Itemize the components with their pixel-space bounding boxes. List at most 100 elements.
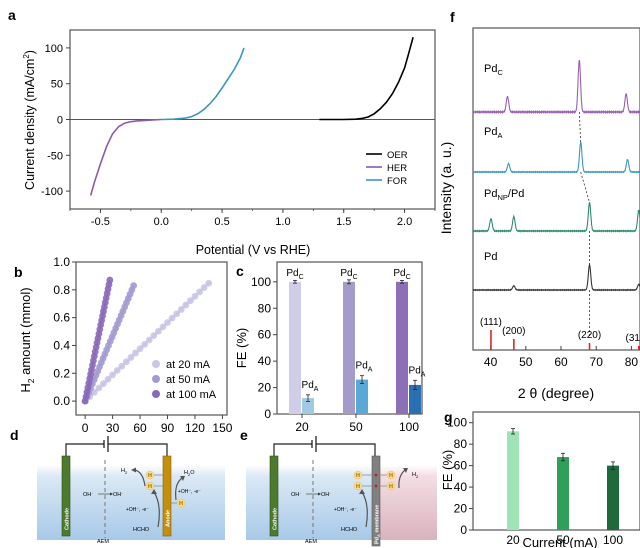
panel-c-bar	[302, 398, 314, 414]
panel-a-ytick-label: -50	[47, 150, 63, 162]
pd-site-e-2	[374, 484, 378, 488]
panel-c-ytick-label: 80	[258, 301, 272, 315]
panel-c-ytick-label: 0	[264, 407, 271, 421]
h-atom-label: H	[148, 473, 152, 479]
hcho-arrow-e	[361, 491, 368, 528]
panel-f-trace	[472, 141, 640, 174]
wire-left-d	[65, 443, 104, 456]
pd-site-e-1	[374, 473, 378, 477]
panel-g-ytick-label: 80	[454, 437, 468, 451]
panel-b-data-point	[205, 279, 213, 287]
panel-f-guide-line	[580, 171, 590, 203]
panel-c-ytick-label: 40	[258, 354, 272, 368]
panel-c-ytick-label: 100	[251, 275, 271, 289]
panel-b-data-point	[141, 340, 149, 348]
wire-right-e	[316, 443, 376, 456]
hcho-arrowhead-d	[151, 489, 157, 494]
panel-b-data-point	[159, 323, 167, 331]
panel-c-bar-label: PdC	[286, 268, 303, 281]
panel-b-data-point	[196, 288, 203, 296]
panel-b-data-point	[106, 276, 114, 284]
panel-a-xlabel: Potential (V vs RHE)	[196, 243, 311, 257]
h-atom-label: H	[356, 484, 360, 490]
panel-b-ytick-label: 0.8	[53, 283, 70, 297]
hcho-label-d: HCHO	[133, 527, 150, 533]
panel-b-xtick-label: 150	[212, 421, 232, 435]
panel-c-bar-label: PdA	[356, 361, 373, 374]
h-atom-label: H	[179, 501, 183, 507]
cathode-electrode-e	[269, 455, 279, 537]
panel-b-data-point	[200, 284, 208, 291]
cathode-electrode-d	[61, 455, 71, 537]
h2-release-arrowhead-d	[131, 467, 136, 473]
h-atom-label: H	[389, 484, 393, 490]
panel-g-ylabel: FE (%)	[440, 450, 455, 490]
h2o-label-d: H2O	[184, 470, 195, 477]
panel-b-xtick-label: 120	[185, 421, 205, 435]
wire-left-e	[273, 443, 312, 456]
panel-b-data-point	[122, 358, 130, 366]
panel-c-bar-label: PdA	[302, 380, 319, 393]
panel-b-data-point	[132, 349, 139, 357]
panel-g-xlabel: Current (mA)	[522, 535, 597, 548]
oh-right-e: OH-	[321, 490, 331, 498]
panel-f-reference-label: (220)	[578, 330, 601, 341]
panel-f-trace-label: PdNP/Pd	[484, 188, 524, 202]
panel-f-trace	[472, 262, 640, 292]
panel-b-data-point	[182, 301, 190, 309]
panel-b-ylabel: H2 amount (mmol)	[18, 287, 36, 392]
panel-b-ytick-label: 0.0	[53, 394, 70, 408]
panel-f-trace	[472, 202, 640, 233]
panel-b-data-point	[113, 367, 121, 374]
panel-c-bar	[356, 379, 368, 414]
panel-a-ytick-label: 50	[51, 79, 63, 91]
panel-b-legend-label: at 50 mA	[166, 374, 211, 386]
panel-b-legend-marker	[152, 390, 160, 398]
panel-a-series-for	[161, 47, 245, 121]
panel-f-xtick-label: 70	[590, 355, 604, 369]
panel-label-g: g	[444, 409, 453, 425]
panel-g-frame	[472, 411, 640, 531]
panel-f-trace	[472, 60, 640, 115]
panel-b-xtick-label: 0	[82, 421, 89, 435]
panel-f-trace-label: PdA	[484, 126, 502, 140]
cathode-label-e: Cathode	[273, 508, 279, 530]
panel-b-data-point	[177, 306, 185, 313]
panel-a-xtick-label: 0.0	[154, 216, 169, 228]
h2-label-e: H2	[412, 472, 419, 479]
panel-c-ytick-label: 20	[258, 381, 272, 395]
panel-a-ytick-label: 100	[45, 43, 63, 55]
panel-c-bar-label: PdC	[393, 268, 410, 281]
panel-a-ytick-label: -100	[41, 186, 63, 198]
panel-b-data-point	[130, 282, 138, 290]
panel-label-f: f	[450, 9, 455, 25]
panel-f-guide-line	[578, 111, 582, 143]
panel-f-frame	[472, 27, 640, 351]
panel-c-bar	[409, 384, 421, 414]
panel-g-xtick-label: 50	[556, 533, 570, 547]
panel-f-chart: 40 50 60 70 80 PdC PdA PdNP/Pd Pd (111)(200) (220…	[438, 27, 640, 401]
electrolyte-e-right	[376, 465, 437, 540]
schematic-e: Cathode PdA membrane AEM OH- OH- H H H H…	[246, 436, 437, 547]
h2o-arrow-d	[175, 477, 183, 501]
panel-f-xlabel: 2 θ (degree)	[518, 385, 594, 401]
reaction-mid-e: +OH⁻, -e⁻	[334, 507, 357, 513]
panel-b-data-point	[118, 362, 126, 370]
h-atom-label: H	[356, 473, 360, 479]
panel-label-a: a	[8, 7, 16, 23]
h-atom-e-4	[386, 481, 396, 491]
panel-g-ytick-label: 20	[454, 502, 468, 516]
oh-right-d: OH-	[113, 490, 123, 498]
panel-a-xtick-label: 0.5	[214, 216, 229, 228]
panel-g-ytick-label: 0	[460, 523, 467, 537]
panel-b-xtick-label: 30	[106, 421, 120, 435]
panel-label-e: e	[240, 427, 248, 443]
panel-a-legend-label: OER	[387, 150, 408, 161]
h-atom-e-2	[386, 470, 396, 480]
panel-b-ytick-label: 1.0	[53, 255, 70, 269]
panel-a-legend: OER HER FOR	[366, 150, 408, 187]
aem-label-d: AEM	[97, 539, 109, 545]
panel-f-ylabel: Intensity (a. u.)	[438, 142, 454, 235]
